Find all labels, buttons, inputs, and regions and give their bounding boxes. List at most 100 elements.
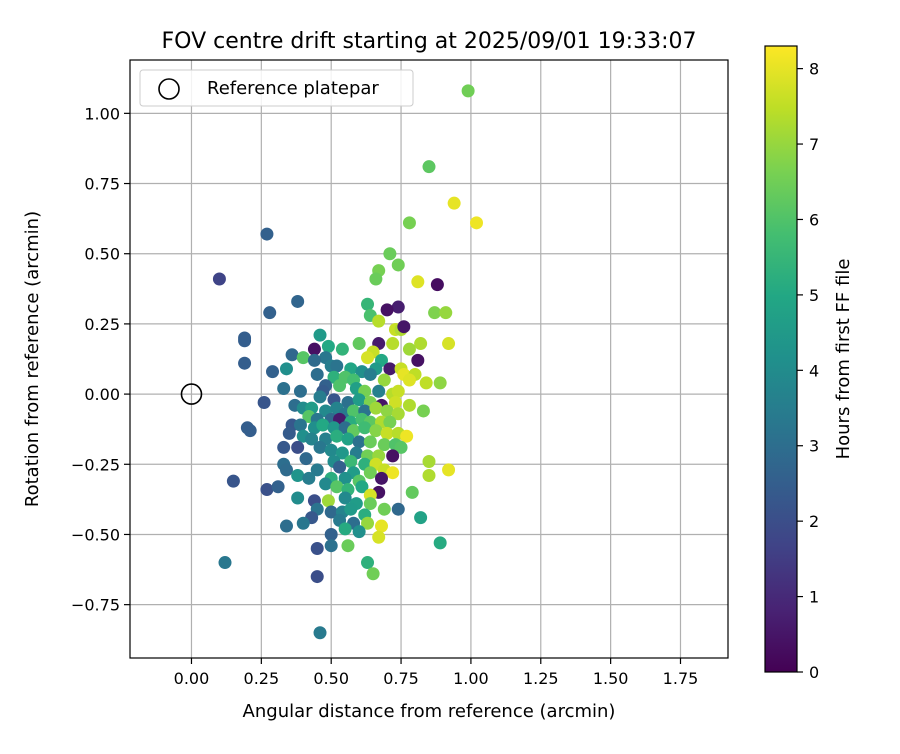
scatter-point xyxy=(386,449,400,463)
scatter-point xyxy=(277,440,291,454)
scatter-point xyxy=(369,272,383,286)
scatter-point xyxy=(374,519,388,533)
scatter-point xyxy=(383,415,397,429)
y-tick-label: 0.25 xyxy=(84,315,120,334)
grid-lines xyxy=(130,60,728,658)
data-points xyxy=(180,84,484,640)
reference-platepar-marker xyxy=(180,383,203,405)
scatter-point xyxy=(293,418,307,432)
scatter-point xyxy=(433,376,447,390)
scatter-point xyxy=(402,342,416,356)
scatter-point xyxy=(330,480,344,494)
scatter-point xyxy=(361,351,375,365)
colorbar-tick-label: 5 xyxy=(809,286,819,305)
scatter-point xyxy=(363,497,377,511)
scatter-point xyxy=(324,505,338,519)
x-tick-label: 0.25 xyxy=(244,669,280,688)
scatter-point xyxy=(363,466,377,480)
scatter-point xyxy=(433,536,447,550)
scatter-point xyxy=(394,440,408,454)
legend-label: Reference platepar xyxy=(207,78,379,99)
scatter-point xyxy=(369,424,383,438)
scatter-point xyxy=(377,438,391,452)
scatter-point xyxy=(369,401,383,415)
scatter-point xyxy=(402,398,416,412)
scatter-point xyxy=(402,216,416,230)
scatter-point xyxy=(422,454,436,468)
scatter-point xyxy=(372,530,386,544)
scatter-point xyxy=(279,519,293,533)
scatter-point xyxy=(411,353,425,367)
scatter-point xyxy=(414,511,428,525)
x-tick-label: 0.00 xyxy=(174,669,210,688)
scatter-point xyxy=(299,452,313,466)
scatter-point xyxy=(391,258,405,272)
scatter-point xyxy=(212,272,226,286)
scatter-point xyxy=(439,306,453,320)
scatter-point xyxy=(352,337,366,351)
scatter-point xyxy=(310,570,324,584)
scatter-point xyxy=(397,320,411,334)
scatter-point xyxy=(386,337,400,351)
scatter-point xyxy=(305,432,319,446)
colorbar-tick-label: 3 xyxy=(809,437,819,456)
scatter-point xyxy=(361,516,375,530)
scatter-point xyxy=(307,342,321,356)
scatter-point xyxy=(313,328,327,342)
scatter-point xyxy=(313,390,327,404)
scatter-point xyxy=(257,396,271,410)
x-tick-label: 1.75 xyxy=(663,669,699,688)
x-tick-label: 1.25 xyxy=(523,669,559,688)
scatter-point xyxy=(386,466,400,480)
scatter-point xyxy=(380,426,394,440)
scatter-point xyxy=(380,303,394,317)
scatter-point xyxy=(380,404,394,418)
scatter-point xyxy=(338,471,352,485)
scatter-point xyxy=(338,491,352,505)
colorbar-tick-label: 8 xyxy=(809,60,819,79)
scatter-point xyxy=(307,353,321,367)
plot-frame xyxy=(129,59,729,659)
legend-marker-open-circle xyxy=(158,78,180,100)
scatter-point xyxy=(277,381,291,395)
scatter-point xyxy=(366,567,380,581)
colorbar-ticks: 0 1 2 3 4 5 6 7 8 xyxy=(797,60,819,682)
x-tick-label: 1.00 xyxy=(453,669,489,688)
x-tick-label: 1.50 xyxy=(593,669,629,688)
scatter-point xyxy=(319,477,333,491)
scatter-point xyxy=(352,393,366,407)
x-axis-label: Angular distance from reference (arcmin) xyxy=(243,701,616,722)
scatter-point xyxy=(310,463,324,477)
scatter-point xyxy=(293,384,307,398)
scatter-point xyxy=(363,367,377,381)
scatter-point xyxy=(310,367,324,381)
scatter-point xyxy=(363,435,377,449)
scatter-point xyxy=(352,525,366,539)
scatter-point xyxy=(358,421,372,435)
y-tick-label: 1.00 xyxy=(84,104,120,123)
scatter-point xyxy=(313,626,327,640)
chart-title: FOV centre drift starting at 2025/09/01 … xyxy=(162,29,697,54)
scatter-point xyxy=(341,539,355,553)
x-tick-label: 0.50 xyxy=(313,669,349,688)
colorbar-tick-label: 4 xyxy=(809,361,819,380)
scatter-point xyxy=(416,404,430,418)
scatter-point xyxy=(442,337,456,351)
y-tick-label: 0.75 xyxy=(84,175,120,194)
scatter-point xyxy=(447,196,461,210)
colorbar-tick-label: 7 xyxy=(809,135,819,154)
scatter-point xyxy=(335,342,349,356)
scatter-point xyxy=(338,522,352,536)
scatter-point xyxy=(405,485,419,499)
scatter-point xyxy=(391,502,405,516)
scatter-point xyxy=(372,314,386,328)
scatter-point xyxy=(333,460,347,474)
scatter-point xyxy=(291,469,305,483)
scatter-point xyxy=(383,247,397,261)
scatter-point xyxy=(321,339,335,353)
scatter-point xyxy=(400,429,414,443)
y-tick-label: −0.25 xyxy=(71,455,120,474)
scatter-point xyxy=(333,379,347,393)
